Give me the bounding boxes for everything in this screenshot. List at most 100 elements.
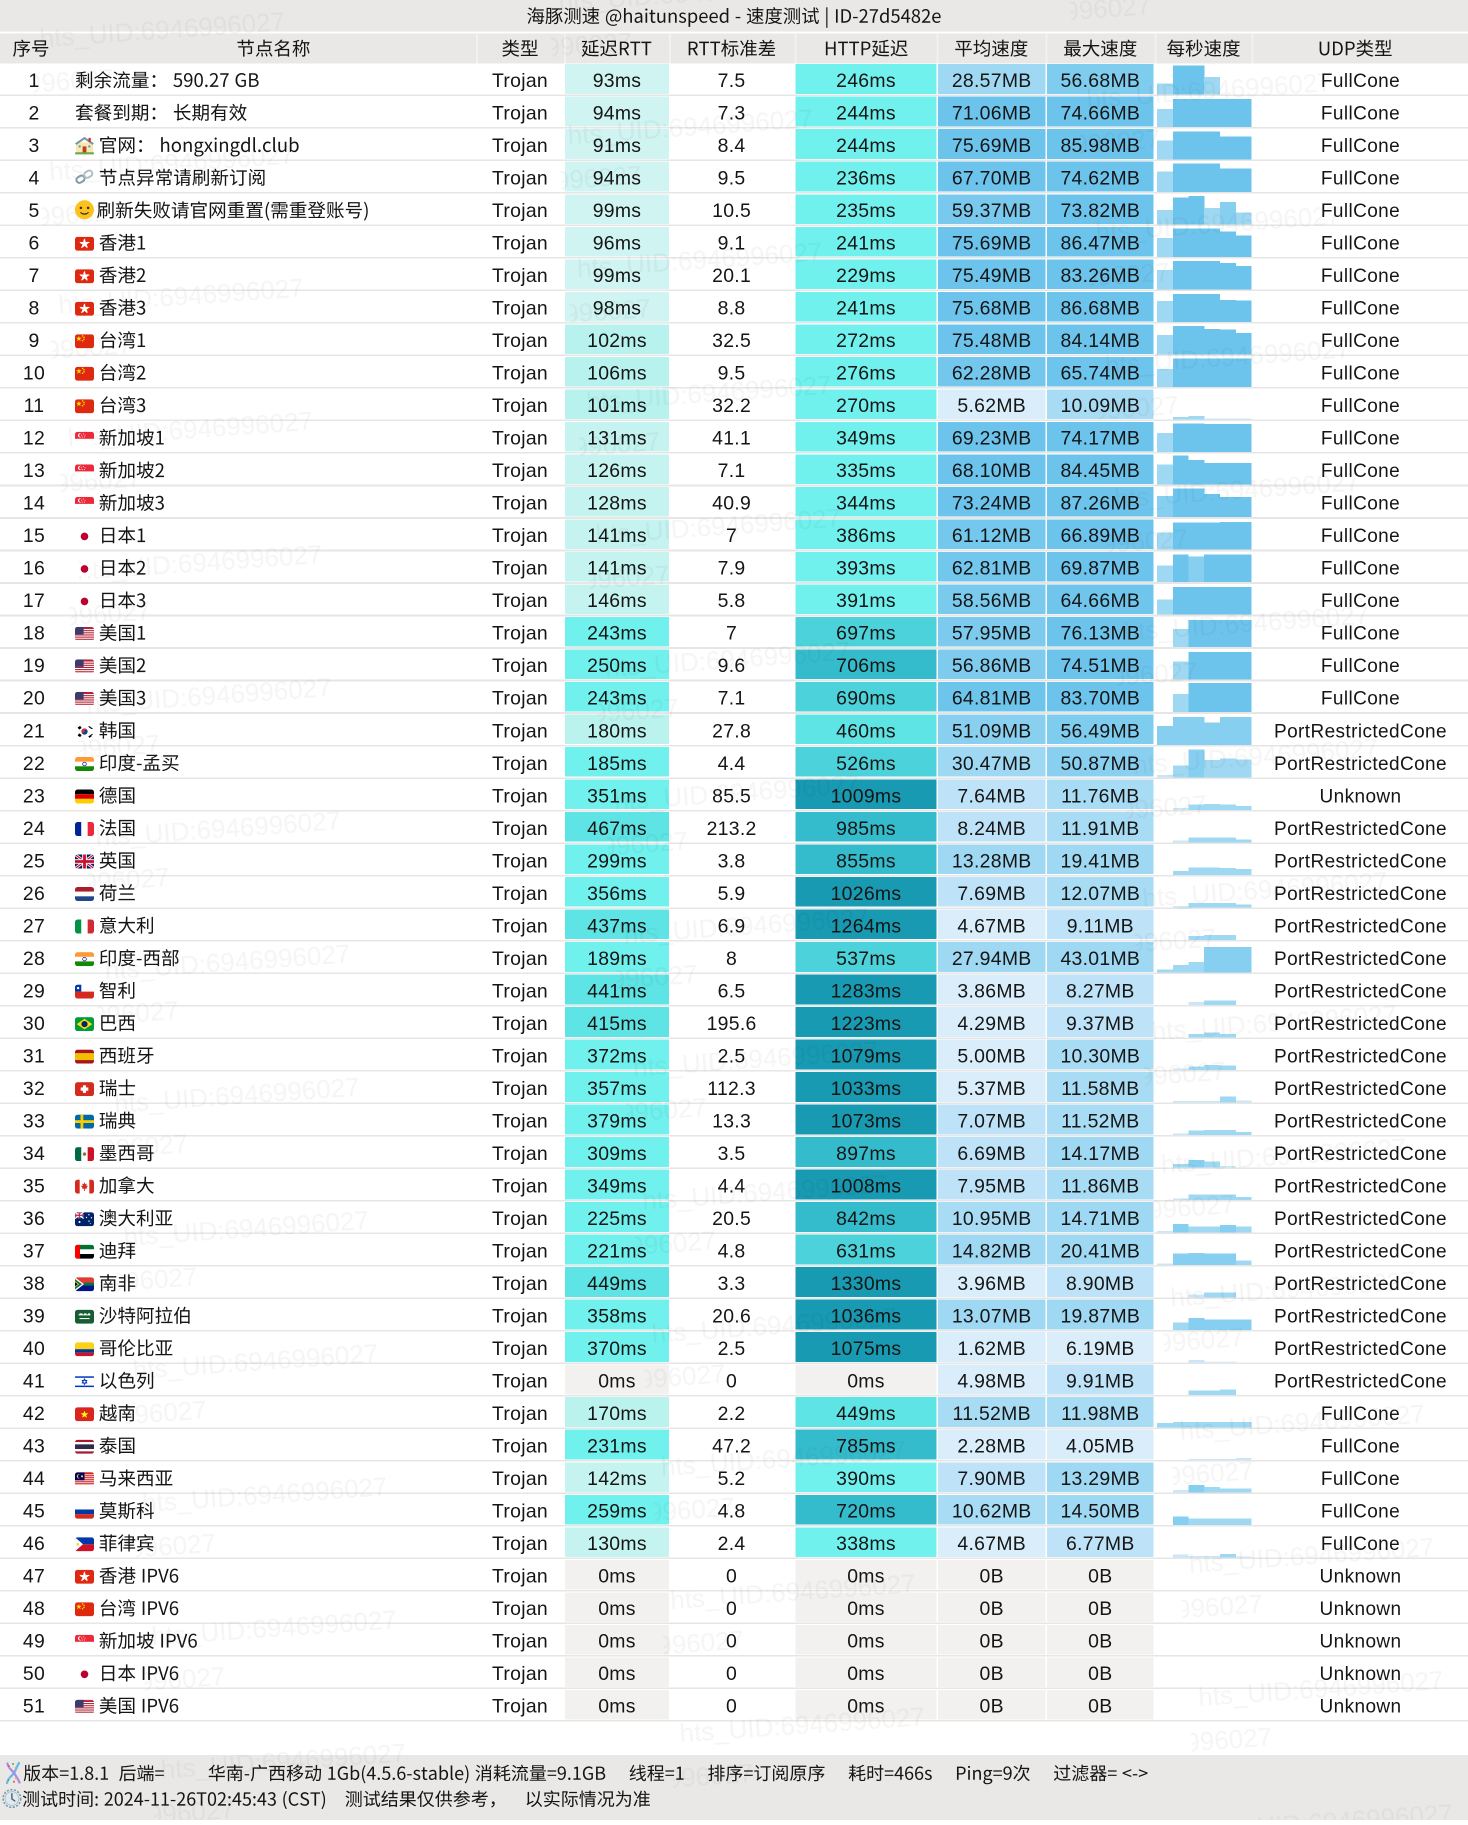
svg-text:130ms: 130ms (587, 1533, 647, 1555)
svg-text:6.19MB: 6.19MB (1066, 1338, 1135, 1360)
svg-text:66.89MB: 66.89MB (1060, 525, 1140, 547)
svg-text:449ms: 449ms (836, 1403, 896, 1425)
svg-text:69.23MB: 69.23MB (952, 428, 1032, 450)
svg-text:357ms: 357ms (587, 1078, 647, 1100)
svg-text:126ms: 126ms (587, 460, 647, 482)
svg-text:13.28MB: 13.28MB (952, 850, 1032, 872)
svg-text:15: 15 (23, 525, 45, 547)
svg-text:3.3: 3.3 (718, 1273, 746, 1295)
svg-text:4.8: 4.8 (718, 1501, 746, 1523)
svg-text:Trojan: Trojan (492, 1306, 548, 1328)
svg-text:51.09MB: 51.09MB (952, 720, 1032, 742)
svg-text:0B: 0B (980, 1598, 1004, 1620)
svg-text:101ms: 101ms (587, 395, 647, 417)
svg-text:16: 16 (23, 558, 45, 580)
svg-text:PortRestrictedCone: PortRestrictedCone (1274, 851, 1447, 872)
svg-text:842ms: 842ms (836, 1208, 896, 1230)
svg-text:351ms: 351ms (587, 785, 647, 807)
svg-text:Trojan: Trojan (492, 70, 548, 92)
svg-text:40.9: 40.9 (712, 493, 751, 515)
svg-text:26: 26 (23, 883, 45, 905)
svg-text:Trojan: Trojan (492, 818, 548, 840)
svg-text:0: 0 (726, 1663, 737, 1685)
svg-text:30.47MB: 30.47MB (952, 753, 1032, 775)
svg-text:0ms: 0ms (598, 1663, 636, 1685)
svg-text:2.2: 2.2 (718, 1403, 746, 1425)
svg-text:10.09MB: 10.09MB (1060, 395, 1140, 417)
svg-text:9.6: 9.6 (718, 655, 746, 677)
svg-text:19.41MB: 19.41MB (1060, 850, 1140, 872)
svg-text:7.69MB: 7.69MB (957, 883, 1026, 905)
svg-text:20: 20 (23, 688, 45, 710)
svg-text:11.52MB: 11.52MB (953, 1403, 1031, 1425)
svg-text:50: 50 (23, 1663, 45, 1685)
svg-text:246ms: 246ms (836, 70, 896, 92)
svg-text:11.52MB: 11.52MB (1061, 1110, 1139, 1132)
svg-text:13: 13 (23, 460, 45, 482)
svg-text:48: 48 (23, 1598, 45, 1620)
svg-text:358ms: 358ms (587, 1306, 647, 1328)
svg-text:74.62MB: 74.62MB (1060, 168, 1140, 190)
svg-text:28.57MB: 28.57MB (952, 70, 1032, 92)
svg-text:20.5: 20.5 (712, 1208, 751, 1230)
svg-text:FullCone: FullCone (1321, 266, 1400, 287)
svg-text:897ms: 897ms (836, 1143, 896, 1165)
svg-text:32: 32 (23, 1078, 45, 1100)
svg-text:4.8: 4.8 (718, 1241, 746, 1263)
svg-text:50.87MB: 50.87MB (1060, 753, 1140, 775)
svg-text:141ms: 141ms (587, 558, 647, 580)
svg-text:0B: 0B (1088, 1631, 1112, 1653)
svg-text:69.87MB: 69.87MB (1060, 558, 1140, 580)
svg-text:231ms: 231ms (587, 1436, 647, 1458)
svg-text:4.05MB: 4.05MB (1066, 1436, 1135, 1458)
svg-text:PortRestrictedCone: PortRestrictedCone (1274, 1111, 1447, 1132)
svg-text:Trojan: Trojan (492, 558, 548, 580)
svg-text:437ms: 437ms (587, 915, 647, 937)
svg-text:64.81MB: 64.81MB (952, 688, 1032, 710)
svg-text:2.4: 2.4 (718, 1533, 746, 1555)
svg-text:85.5: 85.5 (712, 785, 751, 807)
svg-text:1079ms: 1079ms (831, 1045, 902, 1067)
svg-text:22: 22 (23, 753, 45, 775)
svg-text:180ms: 180ms (587, 720, 647, 742)
svg-text:Trojan: Trojan (492, 948, 548, 970)
svg-text:32.2: 32.2 (712, 395, 751, 417)
svg-text:43: 43 (23, 1436, 45, 1458)
svg-text:14.50MB: 14.50MB (1060, 1501, 1140, 1523)
svg-text:PortRestrictedCone: PortRestrictedCone (1274, 1274, 1447, 1295)
svg-text:6.69MB: 6.69MB (957, 1143, 1026, 1165)
svg-text:189ms: 189ms (587, 948, 647, 970)
svg-text:Trojan: Trojan (492, 1436, 548, 1458)
svg-text:11.76MB: 11.76MB (1061, 785, 1139, 807)
svg-text:Trojan: Trojan (492, 200, 548, 222)
svg-text:FullCone: FullCone (1321, 1502, 1400, 1523)
svg-text:FullCone: FullCone (1321, 1534, 1400, 1555)
svg-text:7.9: 7.9 (718, 558, 746, 580)
svg-text:Trojan: Trojan (492, 1566, 548, 1588)
svg-text:67.70MB: 67.70MB (952, 168, 1032, 190)
svg-text:7.95MB: 7.95MB (957, 1175, 1026, 1197)
svg-text:FullCone: FullCone (1321, 1469, 1400, 1490)
svg-text:8.90MB: 8.90MB (1066, 1273, 1135, 1295)
svg-text:5.8: 5.8 (718, 590, 746, 612)
svg-text:FullCone: FullCone (1321, 136, 1400, 157)
svg-text:241ms: 241ms (836, 233, 896, 255)
svg-text:1009ms: 1009ms (831, 785, 902, 807)
svg-text:449ms: 449ms (587, 1273, 647, 1295)
svg-text:7.1: 7.1 (718, 460, 746, 482)
svg-text:83.26MB: 83.26MB (1060, 265, 1140, 287)
svg-text:59.37MB: 59.37MB (952, 200, 1032, 222)
svg-text:7: 7 (726, 525, 737, 547)
svg-text:47.2: 47.2 (712, 1436, 751, 1458)
svg-text:131ms: 131ms (587, 428, 647, 450)
svg-text:349ms: 349ms (836, 428, 896, 450)
svg-text:75.68MB: 75.68MB (952, 298, 1032, 320)
svg-text:9.5: 9.5 (718, 363, 746, 385)
svg-text:45: 45 (23, 1501, 45, 1523)
svg-text:372ms: 372ms (587, 1045, 647, 1067)
svg-text:Trojan: Trojan (492, 720, 548, 742)
svg-text:PortRestrictedCone: PortRestrictedCone (1274, 1176, 1447, 1197)
svg-text:7.3: 7.3 (718, 103, 746, 125)
svg-text:23: 23 (23, 785, 45, 807)
svg-text:21: 21 (23, 720, 45, 742)
